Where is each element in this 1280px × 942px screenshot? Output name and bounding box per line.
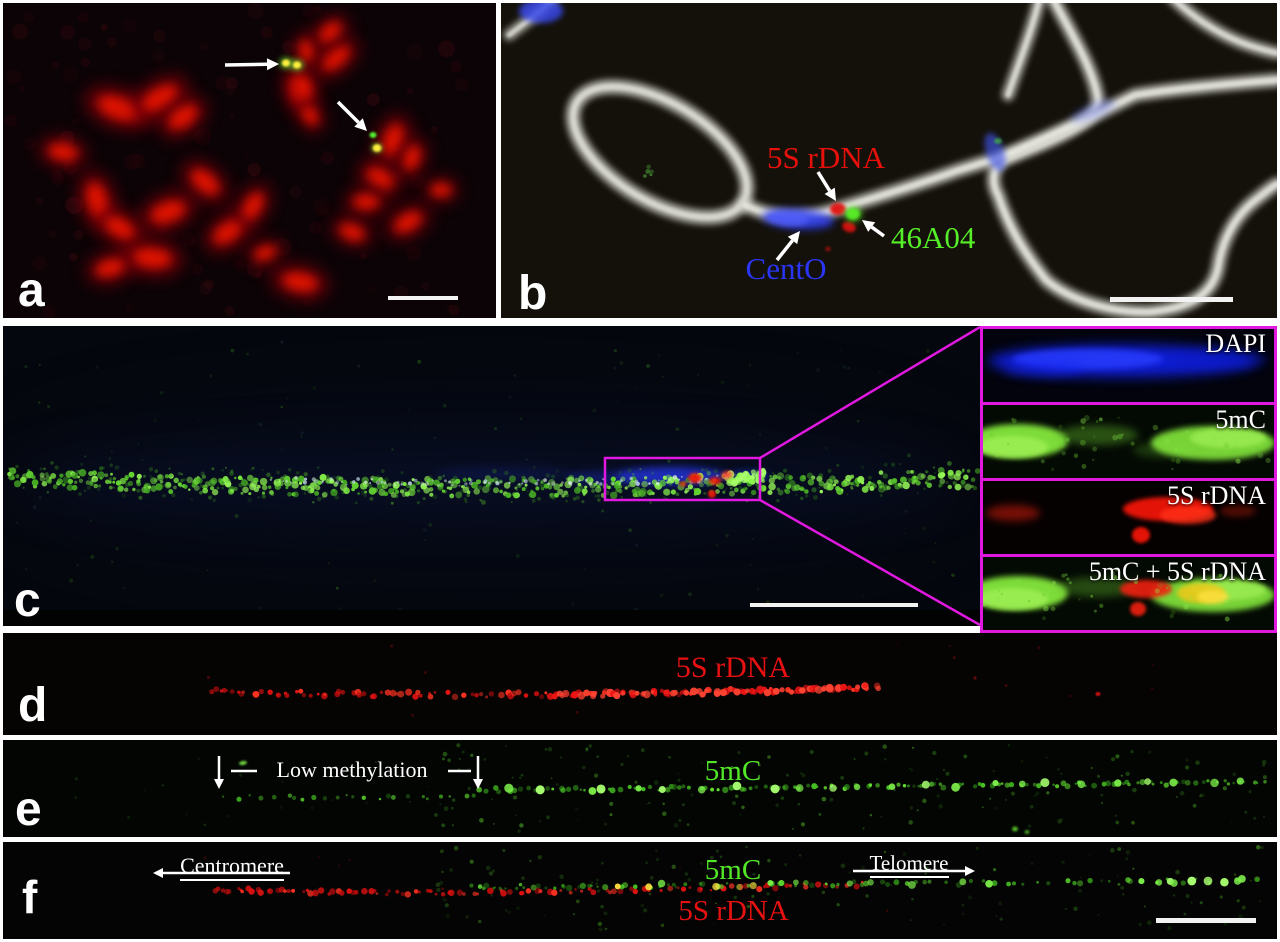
- panel-letter-a: a: [18, 264, 45, 317]
- label-5mc: 5mC: [704, 755, 762, 787]
- label-5s-rdna: 5S rDNA: [675, 651, 791, 684]
- panel-letter-b: b: [518, 267, 548, 318]
- label-5s-rdna: 5S rDNA: [767, 140, 885, 175]
- panel-letter-d: d: [18, 679, 48, 732]
- inset-row-merge: 5mC + 5S rDNA: [983, 557, 1274, 630]
- label-5mc: 5mC: [704, 854, 762, 886]
- panel-letter-f: f: [22, 871, 38, 923]
- panel-b-pachytene-chromosome: 5S rDNA 46A04 CentO b: [501, 3, 1277, 318]
- inset-label-5s-rdna: 5S rDNA: [1167, 481, 1266, 510]
- panel-e-5mc-fiber: Low methylation 5mC e: [3, 740, 1277, 837]
- inset-label-merge: 5mC + 5S rDNA: [1088, 557, 1266, 586]
- inset-dapi-art: [988, 345, 1268, 377]
- inset-row-5mc: 5mC: [983, 405, 1274, 478]
- label-telomere: Telomere: [854, 851, 964, 878]
- panel-letter-c: c: [14, 574, 41, 626]
- panel-d-art: [206, 643, 1155, 717]
- label-centromere: Centromere: [167, 853, 297, 881]
- panel-c-art: [3, 326, 1277, 626]
- inset-row-5s-rdna: 5S rDNA: [983, 481, 1274, 554]
- panel-d-5s-rdna-fiber: 5S rDNA d: [3, 633, 1277, 735]
- label-46a04: 46A04: [891, 220, 976, 255]
- label-cento: CentO: [745, 251, 827, 286]
- panel-b-art: [503, 3, 1277, 318]
- panel-letter-e: e: [15, 783, 42, 836]
- panel-a-art: [4, 3, 469, 318]
- inset-label-dapi: DAPI: [1205, 329, 1266, 358]
- label-low-methylation: Low methylation: [276, 757, 428, 782]
- inset-5s-rdna-art: [986, 497, 1256, 543]
- panel-c-inset-block: DAPI 5mC 5S rDNA 5mC + 5S rDNA: [980, 326, 1277, 633]
- panel-a-metaphase-chromosomes: a: [3, 3, 496, 318]
- inset-5mc-art: [983, 414, 1274, 472]
- inset-label-5mc: 5mC: [1215, 405, 1266, 434]
- inset-row-dapi: DAPI: [983, 329, 1274, 402]
- panel-f-art: [153, 845, 1264, 932]
- panel-e-art: [74, 743, 1267, 834]
- inset-merge-art: [983, 567, 1274, 622]
- panel-f-merged-fiber: Centromere Telomere 5mC 5S rDNA f: [3, 842, 1277, 939]
- label-5s-rdna: 5S rDNA: [678, 895, 789, 927]
